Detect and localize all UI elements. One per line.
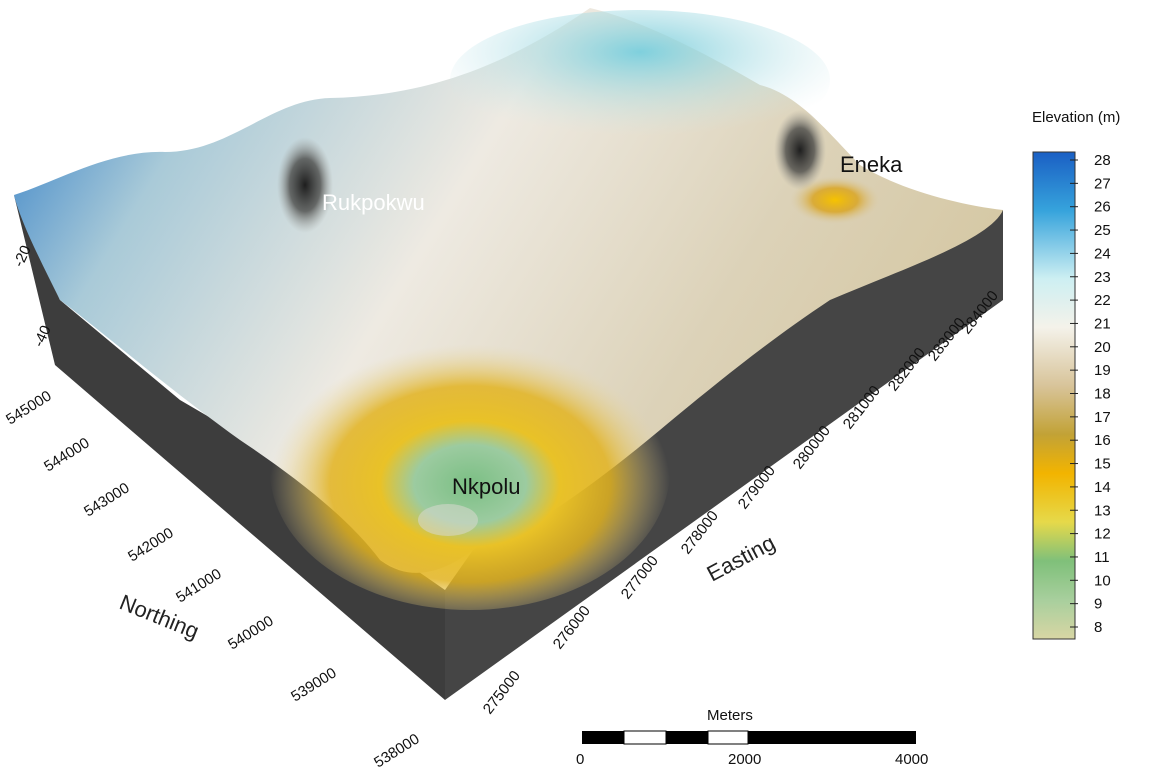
scale-segment: [582, 731, 624, 744]
legend-tick-label: 23: [1094, 269, 1111, 286]
teal-highland: [450, 10, 830, 150]
scale-segment: [707, 730, 749, 745]
eneka-label: Eneka: [840, 152, 903, 177]
legend-tick-label: 12: [1094, 526, 1111, 543]
legend-tick-label: 19: [1094, 362, 1111, 379]
legend-title: Elevation (m): [1032, 109, 1120, 126]
easting-title: Easting: [703, 530, 780, 587]
eneka-pit: [774, 110, 826, 190]
legend-tick-label: 16: [1094, 432, 1111, 449]
scale-segment: [666, 731, 708, 744]
legend-tick-label: 9: [1094, 596, 1102, 613]
legend-tick-label: 21: [1094, 315, 1111, 332]
northing-tick: 544000: [41, 434, 92, 475]
nkpolu-label: Nkpolu: [452, 474, 520, 499]
legend-tick-label: 15: [1094, 456, 1111, 473]
surface-shape: [14, 8, 1003, 573]
legend-tick-label: 14: [1094, 479, 1111, 496]
scale-segment: [748, 731, 916, 744]
legend-tick-label: 24: [1094, 245, 1111, 262]
scale-label: 4000: [895, 751, 928, 768]
legend-tick-label: 20: [1094, 339, 1111, 356]
legend-tick-label: 28: [1094, 152, 1111, 169]
northing-tick: 543000: [81, 479, 132, 520]
eneka-depression: [790, 176, 880, 224]
legend-tick-label: 17: [1094, 409, 1111, 426]
northing-tick: 538000: [371, 730, 422, 771]
rukpokwu-label: Rukpokwu: [322, 190, 425, 215]
legend-tick-label: 22: [1094, 292, 1111, 309]
legend-tick-label: 11: [1094, 549, 1110, 566]
legend-tick-label: 25: [1094, 222, 1111, 239]
elevation-legend: Elevation (m) 28 27 26 25 24 23 22 21 20 19 18 17 16…: [1032, 109, 1120, 640]
legend-tick-label: 13: [1094, 502, 1111, 519]
scale-bar: Meters 0 2000 4000: [576, 707, 928, 768]
nkpolu-depression: [270, 330, 670, 610]
northing-tick: 539000: [288, 664, 339, 705]
northing-tick: 541000: [173, 565, 224, 606]
terrain-surface: [14, 8, 1003, 610]
legend-tick-label: 8: [1094, 619, 1102, 636]
legend-tick-label: 10: [1094, 572, 1111, 589]
legend-ticks: 28 27 26 25 24 23 22 21 20 19 18 17 16 15 14 13 12 11 10 9 8: [1070, 152, 1111, 636]
northing-tick: 540000: [225, 612, 276, 653]
scale-segment: [623, 730, 667, 745]
legend-tick-label: 26: [1094, 199, 1111, 216]
nkpolu-knob: [418, 504, 478, 536]
scale-label: 0: [576, 751, 584, 768]
legend-tick-label: 27: [1094, 175, 1111, 192]
easting-tick: 275000: [480, 668, 524, 718]
northing-tick: 542000: [125, 524, 176, 565]
scale-bar-title: Meters: [707, 707, 753, 724]
legend-colorbar: [1032, 151, 1076, 640]
northing-tick: 545000: [3, 387, 54, 428]
legend-tick-label: 18: [1094, 386, 1111, 403]
scale-label: 2000: [728, 751, 761, 768]
rukpokwu-pit: [277, 137, 333, 233]
